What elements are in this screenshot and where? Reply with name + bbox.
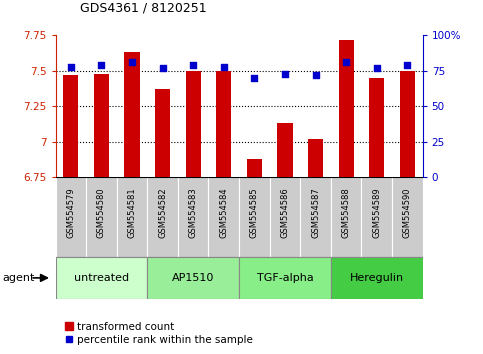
Point [159,65,167,71]
Text: Heregulin: Heregulin [350,273,404,283]
Text: GSM554584: GSM554584 [219,188,228,238]
Legend: transformed count, percentile rank within the sample: transformed count, percentile rank withi… [61,317,257,349]
Text: GDS4361 / 8120251: GDS4361 / 8120251 [80,1,206,14]
Point [342,59,350,65]
Bar [339,40,354,177]
Point [67,64,75,69]
Text: GSM554590: GSM554590 [403,188,412,238]
Text: GSM554580: GSM554580 [97,188,106,238]
Text: GSM554589: GSM554589 [372,188,381,238]
Text: GSM554586: GSM554586 [281,188,289,238]
Point [220,64,227,69]
Bar [300,177,331,257]
Point [251,75,258,81]
Point [128,59,136,65]
Text: untreated: untreated [74,273,129,283]
Bar [331,257,423,299]
Bar [56,177,86,257]
Bar [56,257,147,299]
Bar [147,257,239,299]
Bar [392,177,423,257]
Bar [331,177,361,257]
Bar [178,177,209,257]
Text: GSM554588: GSM554588 [341,188,351,238]
Point [312,72,319,78]
Text: GSM554579: GSM554579 [66,188,75,238]
Bar [270,177,300,257]
Point [373,65,381,71]
Bar [239,177,270,257]
Text: TGF-alpha: TGF-alpha [256,273,313,283]
Bar [277,123,293,177]
Bar [125,52,140,177]
Text: GSM554582: GSM554582 [158,188,167,238]
Bar [63,75,78,177]
Point [98,62,105,68]
Text: GSM554585: GSM554585 [250,188,259,238]
Text: agent: agent [2,273,35,283]
Bar [147,177,178,257]
Point [403,62,411,68]
Bar [239,257,331,299]
Point [281,71,289,76]
Bar [117,177,147,257]
Text: AP1510: AP1510 [172,273,214,283]
Text: GSM554583: GSM554583 [189,188,198,238]
Bar [247,159,262,177]
Bar [308,139,323,177]
Bar [86,177,117,257]
Bar [155,89,170,177]
Bar [361,177,392,257]
Bar [209,177,239,257]
Bar [400,71,415,177]
Text: GSM554587: GSM554587 [311,188,320,238]
Point [189,62,197,68]
Bar [185,71,201,177]
Bar [369,78,384,177]
Text: GSM554581: GSM554581 [128,188,137,238]
Bar [216,71,231,177]
Bar [94,74,109,177]
